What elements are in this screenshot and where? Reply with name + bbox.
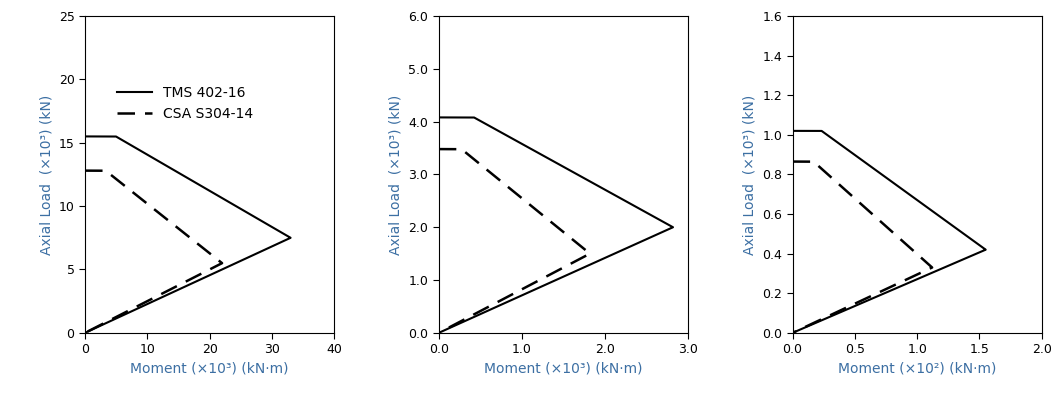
TMS 402-16 [787, 128, 799, 133]
TMS 402-16 [820, 316, 832, 321]
CSA S304-14 [85, 168, 98, 173]
CSA S304-14 [433, 147, 445, 152]
TMS 402-16 [433, 115, 445, 120]
CSA S304-14 [79, 168, 91, 173]
TMS 402-16 [473, 312, 486, 317]
TMS 402-16 [965, 253, 978, 258]
TMS 402-16 [812, 128, 825, 133]
CSA S304-14 [787, 159, 799, 164]
CSA S304-14 [79, 330, 91, 335]
TMS 402-16 [816, 129, 829, 134]
Y-axis label: Axial Load  (×10³) (kN): Axial Load (×10³) (kN) [39, 94, 53, 255]
CSA S304-14 [805, 159, 817, 164]
CSA S304-14 [787, 330, 799, 335]
CSA S304-14 [459, 317, 472, 322]
X-axis label: Moment (×10³) (kN·m): Moment (×10³) (kN·m) [484, 362, 643, 376]
TMS 402-16 [82, 329, 95, 334]
TMS 402-16 [789, 329, 802, 334]
TMS 402-16 [795, 128, 808, 133]
Line: CSA S304-14: CSA S304-14 [793, 162, 932, 333]
TMS 402-16 [106, 134, 119, 139]
X-axis label: Moment (×10²) (kN·m): Moment (×10²) (kN·m) [838, 362, 996, 376]
Line: CSA S304-14: CSA S304-14 [85, 171, 222, 333]
TMS 402-16 [469, 115, 482, 120]
TMS 402-16 [79, 330, 91, 335]
Legend: TMS 402-16, CSA S304-14: TMS 402-16, CSA S304-14 [112, 80, 259, 126]
CSA S304-14 [808, 160, 821, 164]
TMS 402-16 [269, 243, 282, 247]
CSA S304-14 [789, 329, 802, 334]
TMS 402-16 [436, 329, 449, 334]
CSA S304-14 [97, 168, 109, 173]
TMS 402-16 [443, 115, 456, 120]
CSA S304-14 [439, 147, 452, 152]
TMS 402-16 [433, 330, 445, 335]
Line: TMS 402-16: TMS 402-16 [85, 136, 290, 333]
CSA S304-14 [435, 329, 448, 334]
TMS 402-16 [111, 135, 123, 140]
Line: TMS 402-16: TMS 402-16 [793, 131, 985, 333]
CSA S304-14 [81, 329, 94, 334]
TMS 402-16 [79, 134, 91, 139]
CSA S304-14 [433, 330, 445, 335]
Y-axis label: Axial Load  (×10³) (kN): Axial Load (×10³) (kN) [389, 94, 403, 255]
CSA S304-14 [793, 159, 806, 164]
CSA S304-14 [811, 319, 824, 324]
CSA S304-14 [456, 147, 469, 152]
Line: TMS 402-16: TMS 402-16 [439, 117, 673, 333]
TMS 402-16 [115, 314, 128, 319]
CSA S304-14 [453, 147, 466, 152]
CSA S304-14 [572, 257, 585, 262]
Line: CSA S304-14: CSA S304-14 [439, 149, 590, 333]
TMS 402-16 [787, 330, 799, 335]
CSA S304-14 [915, 270, 928, 275]
CSA S304-14 [205, 266, 218, 271]
TMS 402-16 [648, 233, 661, 238]
X-axis label: Moment (×10³) (kN·m): Moment (×10³) (kN·m) [131, 362, 289, 376]
Y-axis label: Axial Load  (×10³) (kN): Axial Load (×10³) (kN) [743, 94, 757, 255]
CSA S304-14 [102, 318, 115, 323]
CSA S304-14 [100, 169, 113, 174]
TMS 402-16 [463, 115, 476, 120]
TMS 402-16 [88, 134, 101, 139]
